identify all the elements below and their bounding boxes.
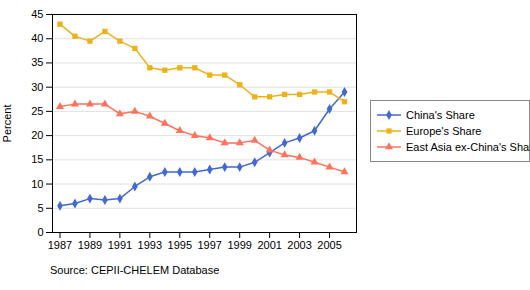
html-text:Source: CEPII-CHELEM Database: Source: CEPII-CHELEM Database bbox=[50, 264, 220, 276]
svg-text:30: 30 bbox=[31, 81, 43, 93]
html-text:Europe's Share: Europe's Share bbox=[406, 125, 482, 137]
svg-text:1993: 1993 bbox=[138, 239, 162, 251]
svg-text:1999: 1999 bbox=[227, 239, 251, 251]
svg-text:25: 25 bbox=[31, 105, 43, 117]
svg-text:Percent: Percent bbox=[1, 105, 13, 143]
svg-text:2001: 2001 bbox=[257, 239, 281, 251]
svg-text:1987: 1987 bbox=[48, 239, 72, 251]
svg-text:1995: 1995 bbox=[168, 239, 192, 251]
svg-text:5: 5 bbox=[37, 202, 43, 214]
svg-text:35: 35 bbox=[31, 56, 43, 68]
svg-text:0: 0 bbox=[37, 226, 43, 238]
svg-text:1991: 1991 bbox=[108, 239, 132, 251]
svg-text:2005: 2005 bbox=[317, 239, 341, 251]
svg-text:40: 40 bbox=[31, 32, 43, 44]
svg-text:2003: 2003 bbox=[287, 239, 311, 251]
svg-text:1989: 1989 bbox=[78, 239, 102, 251]
svg-text:15: 15 bbox=[31, 153, 43, 165]
html-text:China's Share: China's Share bbox=[406, 109, 475, 121]
svg-text:1997: 1997 bbox=[197, 239, 221, 251]
svg-text:45: 45 bbox=[31, 8, 43, 20]
svg-text:20: 20 bbox=[31, 129, 43, 141]
svg-text:10: 10 bbox=[31, 178, 43, 190]
